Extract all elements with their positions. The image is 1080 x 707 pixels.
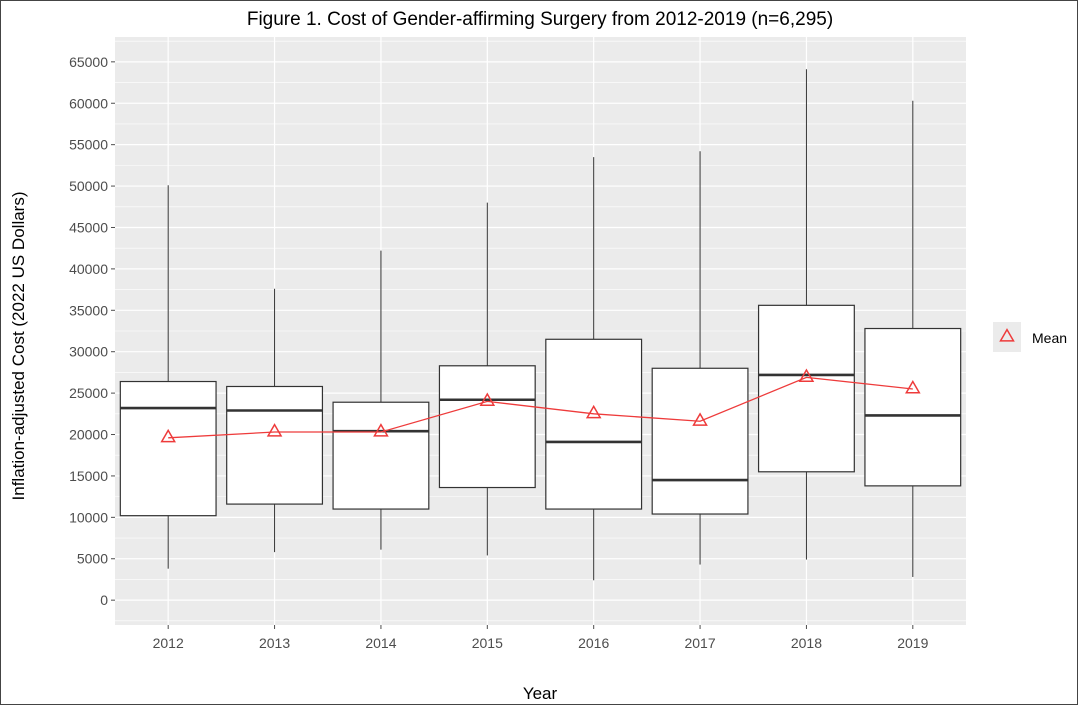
y-tick-label: 65000 <box>69 54 108 70</box>
y-tick-label: 50000 <box>69 178 108 194</box>
legend-key <box>993 322 1021 352</box>
y-axis-title: Inflation-adjusted Cost (2022 US Dollars… <box>9 192 28 501</box>
x-tick-label: 2018 <box>791 635 822 651</box>
y-tick-label: 25000 <box>69 385 108 401</box>
x-tick-label: 2015 <box>472 635 503 651</box>
x-tick-label: 2014 <box>365 635 396 651</box>
x-tick-label: 2016 <box>578 635 609 651</box>
chart-title: Figure 1. Cost of Gender-affirming Surge… <box>247 9 833 30</box>
x-tick-label: 2019 <box>897 635 928 651</box>
y-tick-label: 60000 <box>69 95 108 111</box>
y-tick-label: 35000 <box>69 302 108 318</box>
legend-label: Mean <box>1032 330 1067 346</box>
y-tick-label: 40000 <box>69 261 108 277</box>
box-iqr <box>332 401 430 510</box>
plot-area: 0 5000 10000 15000 20000 25000 30000 35000 40000… <box>69 37 966 651</box>
mean-marker <box>692 412 708 426</box>
mean-line <box>168 376 913 439</box>
y-tick-label: 20000 <box>69 427 108 443</box>
y-tick-label: 10000 <box>69 509 108 525</box>
y-tick-label: 15000 <box>69 468 108 484</box>
box-iqr <box>757 304 855 473</box>
mean-marker <box>160 428 176 443</box>
box-iqr <box>864 327 962 487</box>
legend: Mean <box>993 322 1067 352</box>
box-iqr <box>226 385 324 505</box>
y-tick-label: 0 <box>100 592 108 608</box>
mean-marker <box>798 368 815 382</box>
x-tick-label: 2017 <box>684 635 715 651</box>
box-iqr <box>651 367 749 515</box>
x-tick-label: 2013 <box>259 635 290 651</box>
box-iqr <box>545 338 643 510</box>
mean-marker <box>585 404 602 419</box>
box-iqr <box>438 365 536 489</box>
x-tick-label: 2012 <box>153 635 184 651</box>
mean-marker <box>905 380 921 394</box>
y-tick-label: 55000 <box>69 137 108 153</box>
box-iqr <box>119 380 217 517</box>
y-tick-label: 45000 <box>69 219 108 235</box>
mean-marker <box>373 423 389 437</box>
legend-mean-marker <box>999 328 1015 342</box>
mean-marker <box>479 392 496 406</box>
x-axis-title: Year <box>523 684 558 703</box>
mean-marker <box>266 423 283 437</box>
y-tick-label: 30000 <box>69 344 108 360</box>
y-tick-label: 5000 <box>77 551 108 567</box>
